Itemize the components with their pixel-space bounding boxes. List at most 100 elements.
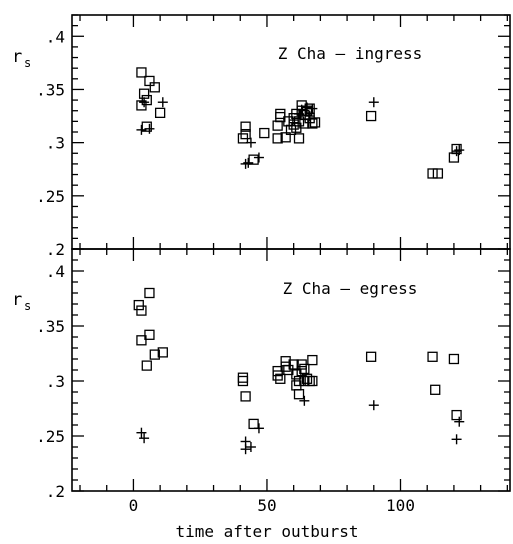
square-point	[288, 119, 299, 130]
plus-point	[368, 97, 379, 108]
square-point	[432, 168, 444, 179]
square-point	[157, 347, 168, 358]
y-tick-label: .4	[46, 27, 65, 46]
square-point	[272, 120, 283, 131]
plus-point	[139, 97, 150, 108]
square-point	[237, 375, 249, 387]
x-tick-label: 0	[129, 496, 139, 515]
square-point	[149, 349, 160, 360]
square-point	[275, 373, 286, 384]
square-point	[240, 128, 251, 140]
square-point	[427, 351, 438, 362]
square-point	[275, 108, 286, 120]
square-point	[307, 118, 318, 129]
plus-point	[136, 427, 147, 438]
square-point	[138, 88, 150, 99]
square-point	[307, 354, 318, 366]
plus-point	[307, 103, 318, 114]
square-point	[293, 375, 305, 387]
x-tick-label: 50	[257, 496, 276, 515]
plus-point	[454, 145, 465, 156]
y-tick-label: .35	[36, 80, 65, 99]
square-point	[248, 418, 259, 430]
plus-point	[302, 102, 313, 113]
data-points	[133, 67, 465, 455]
square-point	[296, 365, 307, 377]
x-axis-label: time after outburst	[175, 522, 358, 541]
panel-2-ylabel-subscript: s	[24, 299, 31, 313]
y-tick-label: .3	[46, 134, 65, 153]
square-point	[136, 305, 147, 316]
plus-point	[139, 433, 150, 444]
axis-ticks	[72, 14, 510, 492]
y-tick-label: .25	[36, 427, 65, 446]
panel-2-title: Z Cha – egress	[283, 279, 418, 298]
square-point	[280, 132, 291, 143]
plus-point	[451, 146, 462, 157]
plus-point	[243, 157, 254, 168]
square-point	[430, 384, 441, 395]
square-point	[237, 372, 249, 383]
panel-1-ylabel-subscript: s	[24, 56, 31, 70]
square-point	[304, 375, 315, 387]
square-point	[299, 375, 310, 387]
square-point	[240, 391, 251, 402]
square-point	[136, 100, 147, 111]
square-point	[272, 133, 283, 144]
square-point	[141, 121, 152, 132]
square-point	[280, 361, 291, 372]
y-tick-label: .3	[46, 372, 65, 391]
square-point	[136, 67, 147, 78]
square-point	[154, 107, 166, 119]
square-point	[307, 375, 318, 387]
square-point	[144, 287, 155, 299]
square-point	[451, 409, 462, 421]
square-point	[301, 373, 313, 384]
plus-point	[245, 442, 256, 452]
plus-point	[299, 395, 310, 406]
square-point	[133, 299, 144, 311]
square-point	[365, 351, 377, 362]
square-point	[291, 369, 302, 380]
square-point	[309, 117, 321, 128]
square-point	[365, 110, 377, 122]
panel-1-ylabel: r	[12, 47, 22, 67]
square-point	[299, 363, 310, 375]
y-tick-label: .2	[46, 240, 65, 259]
plus-point	[253, 152, 264, 163]
square-point	[141, 360, 152, 371]
plus-point	[253, 423, 264, 434]
square-point	[136, 335, 147, 346]
plus-point	[136, 124, 147, 135]
plus-point	[245, 137, 256, 148]
square-point	[259, 127, 270, 139]
y-tick-label: .25	[36, 187, 65, 206]
plus-point	[240, 444, 251, 455]
square-point	[285, 124, 297, 136]
plus-point	[368, 400, 379, 411]
square-point	[427, 168, 438, 179]
x-tick-label: 100	[386, 496, 415, 515]
plus-point	[451, 434, 462, 445]
square-point	[144, 75, 155, 87]
panel-2-ylabel: r	[12, 290, 22, 310]
square-point	[448, 353, 460, 365]
y-tick-label: .35	[36, 317, 65, 336]
panel-1-title: Z Cha – ingress	[278, 44, 423, 63]
square-point	[144, 329, 155, 340]
y-tick-label: .4	[46, 262, 65, 281]
square-point	[141, 94, 152, 106]
square-point	[288, 359, 299, 370]
plus-point	[157, 97, 168, 108]
square-point	[248, 154, 259, 165]
plus-point	[454, 416, 465, 427]
plus-point	[144, 123, 155, 134]
plot-frames	[71, 14, 511, 492]
square-point	[149, 82, 160, 93]
square-point	[240, 121, 251, 132]
square-point	[293, 133, 305, 144]
plus-point	[296, 104, 307, 115]
plus-point	[304, 111, 315, 122]
